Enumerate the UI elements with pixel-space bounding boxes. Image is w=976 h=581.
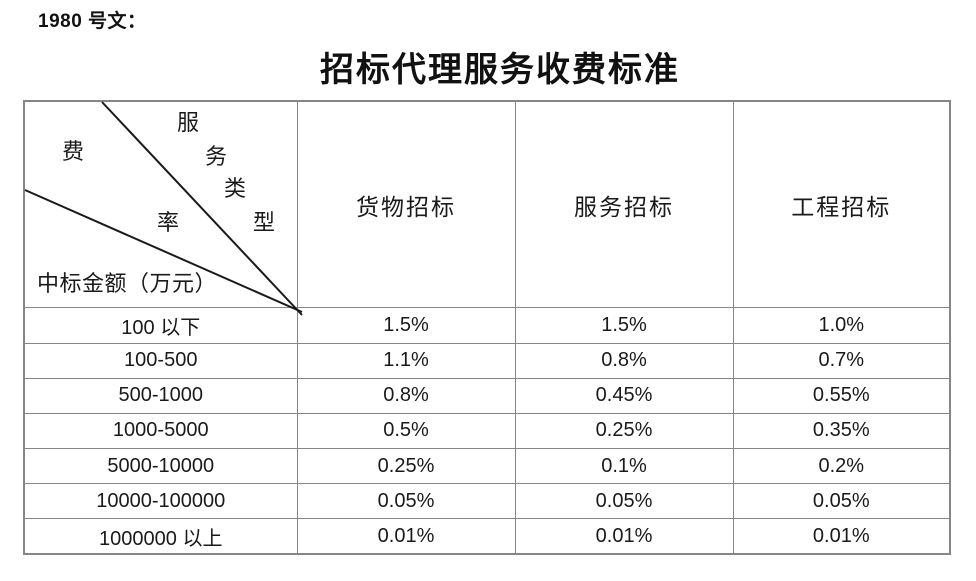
fee-standard-table: 费 服 务 类 率 型 中标金额（万元） 货物招标 服务招标 工程招标 100 … [23, 100, 951, 555]
table-row: 500-1000 0.8% 0.45% 0.55% [23, 377, 951, 414]
rate-value: 1.1% [296, 342, 516, 379]
rate-value: 0.01% [514, 518, 734, 555]
doc-number: 1980 号文： [38, 11, 147, 32]
rate-value: 1.5% [514, 307, 734, 344]
table-row: 100 以下 1.5% 1.5% 1.0% [23, 307, 951, 344]
rate-value: 0.2% [732, 447, 951, 485]
table-row: 5000-10000 0.25% 0.1% 0.2% [23, 447, 951, 485]
rate-value: 0.7% [732, 342, 951, 379]
rate-value: 0.05% [732, 483, 951, 520]
row-range-label: 100-500 [23, 342, 298, 379]
table-row: 1000000 以上 0.01% 0.01% 0.01% [23, 518, 951, 555]
rate-value: 0.25% [514, 412, 734, 449]
rate-value: 0.05% [514, 483, 734, 520]
corner-service-char-2: 务 [205, 144, 228, 169]
table-header-row: 费 服 务 类 率 型 中标金额（万元） 货物招标 服务招标 工程招标 [23, 100, 951, 316]
diagonal-corner-cell: 费 服 务 类 率 型 中标金额（万元） [23, 100, 303, 316]
table-row: 100-500 1.1% 0.8% 0.7% [23, 342, 951, 379]
rate-value: 1.5% [296, 307, 516, 344]
row-range-label: 500-1000 [23, 377, 298, 414]
page-title: 招标代理服务收费标准 [320, 52, 680, 89]
rate-value: 0.25% [296, 447, 516, 485]
row-range-label: 1000000 以上 [23, 518, 298, 555]
rate-value: 0.35% [732, 412, 951, 449]
rate-value: 0.8% [296, 377, 516, 414]
corner-row-axis-label: 中标金额（万元） [37, 271, 218, 296]
rate-value: 0.1% [514, 447, 734, 485]
corner-service-char-1: 服 [177, 110, 200, 135]
diagonal-lines [24, 101, 303, 316]
rate-value: 0.05% [296, 483, 516, 520]
rate-value: 0.55% [732, 377, 951, 414]
corner-service-char-3: 类 [224, 176, 247, 201]
table-row: 1000-5000 0.5% 0.25% 0.35% [23, 412, 951, 449]
column-header-service: 服务招标 [514, 100, 734, 309]
column-header-goods: 货物招标 [296, 100, 516, 309]
rate-value: 0.01% [296, 518, 516, 555]
row-range-label: 10000-100000 [23, 483, 298, 520]
corner-rate-char: 率 [157, 210, 180, 235]
row-range-label: 100 以下 [23, 307, 298, 344]
row-range-label: 1000-5000 [23, 412, 298, 449]
rate-value: 0.45% [514, 377, 734, 414]
row-range-label: 5000-10000 [23, 447, 298, 485]
corner-fee-char: 费 [62, 139, 85, 164]
table-row: 10000-100000 0.05% 0.05% 0.05% [23, 483, 951, 520]
rate-value: 1.0% [732, 307, 951, 344]
rate-value: 0.5% [296, 412, 516, 449]
column-header-engineering: 工程招标 [732, 100, 951, 309]
rate-value: 0.8% [514, 342, 734, 379]
rate-value: 0.01% [732, 518, 951, 555]
corner-service-char-4: 型 [253, 210, 276, 235]
